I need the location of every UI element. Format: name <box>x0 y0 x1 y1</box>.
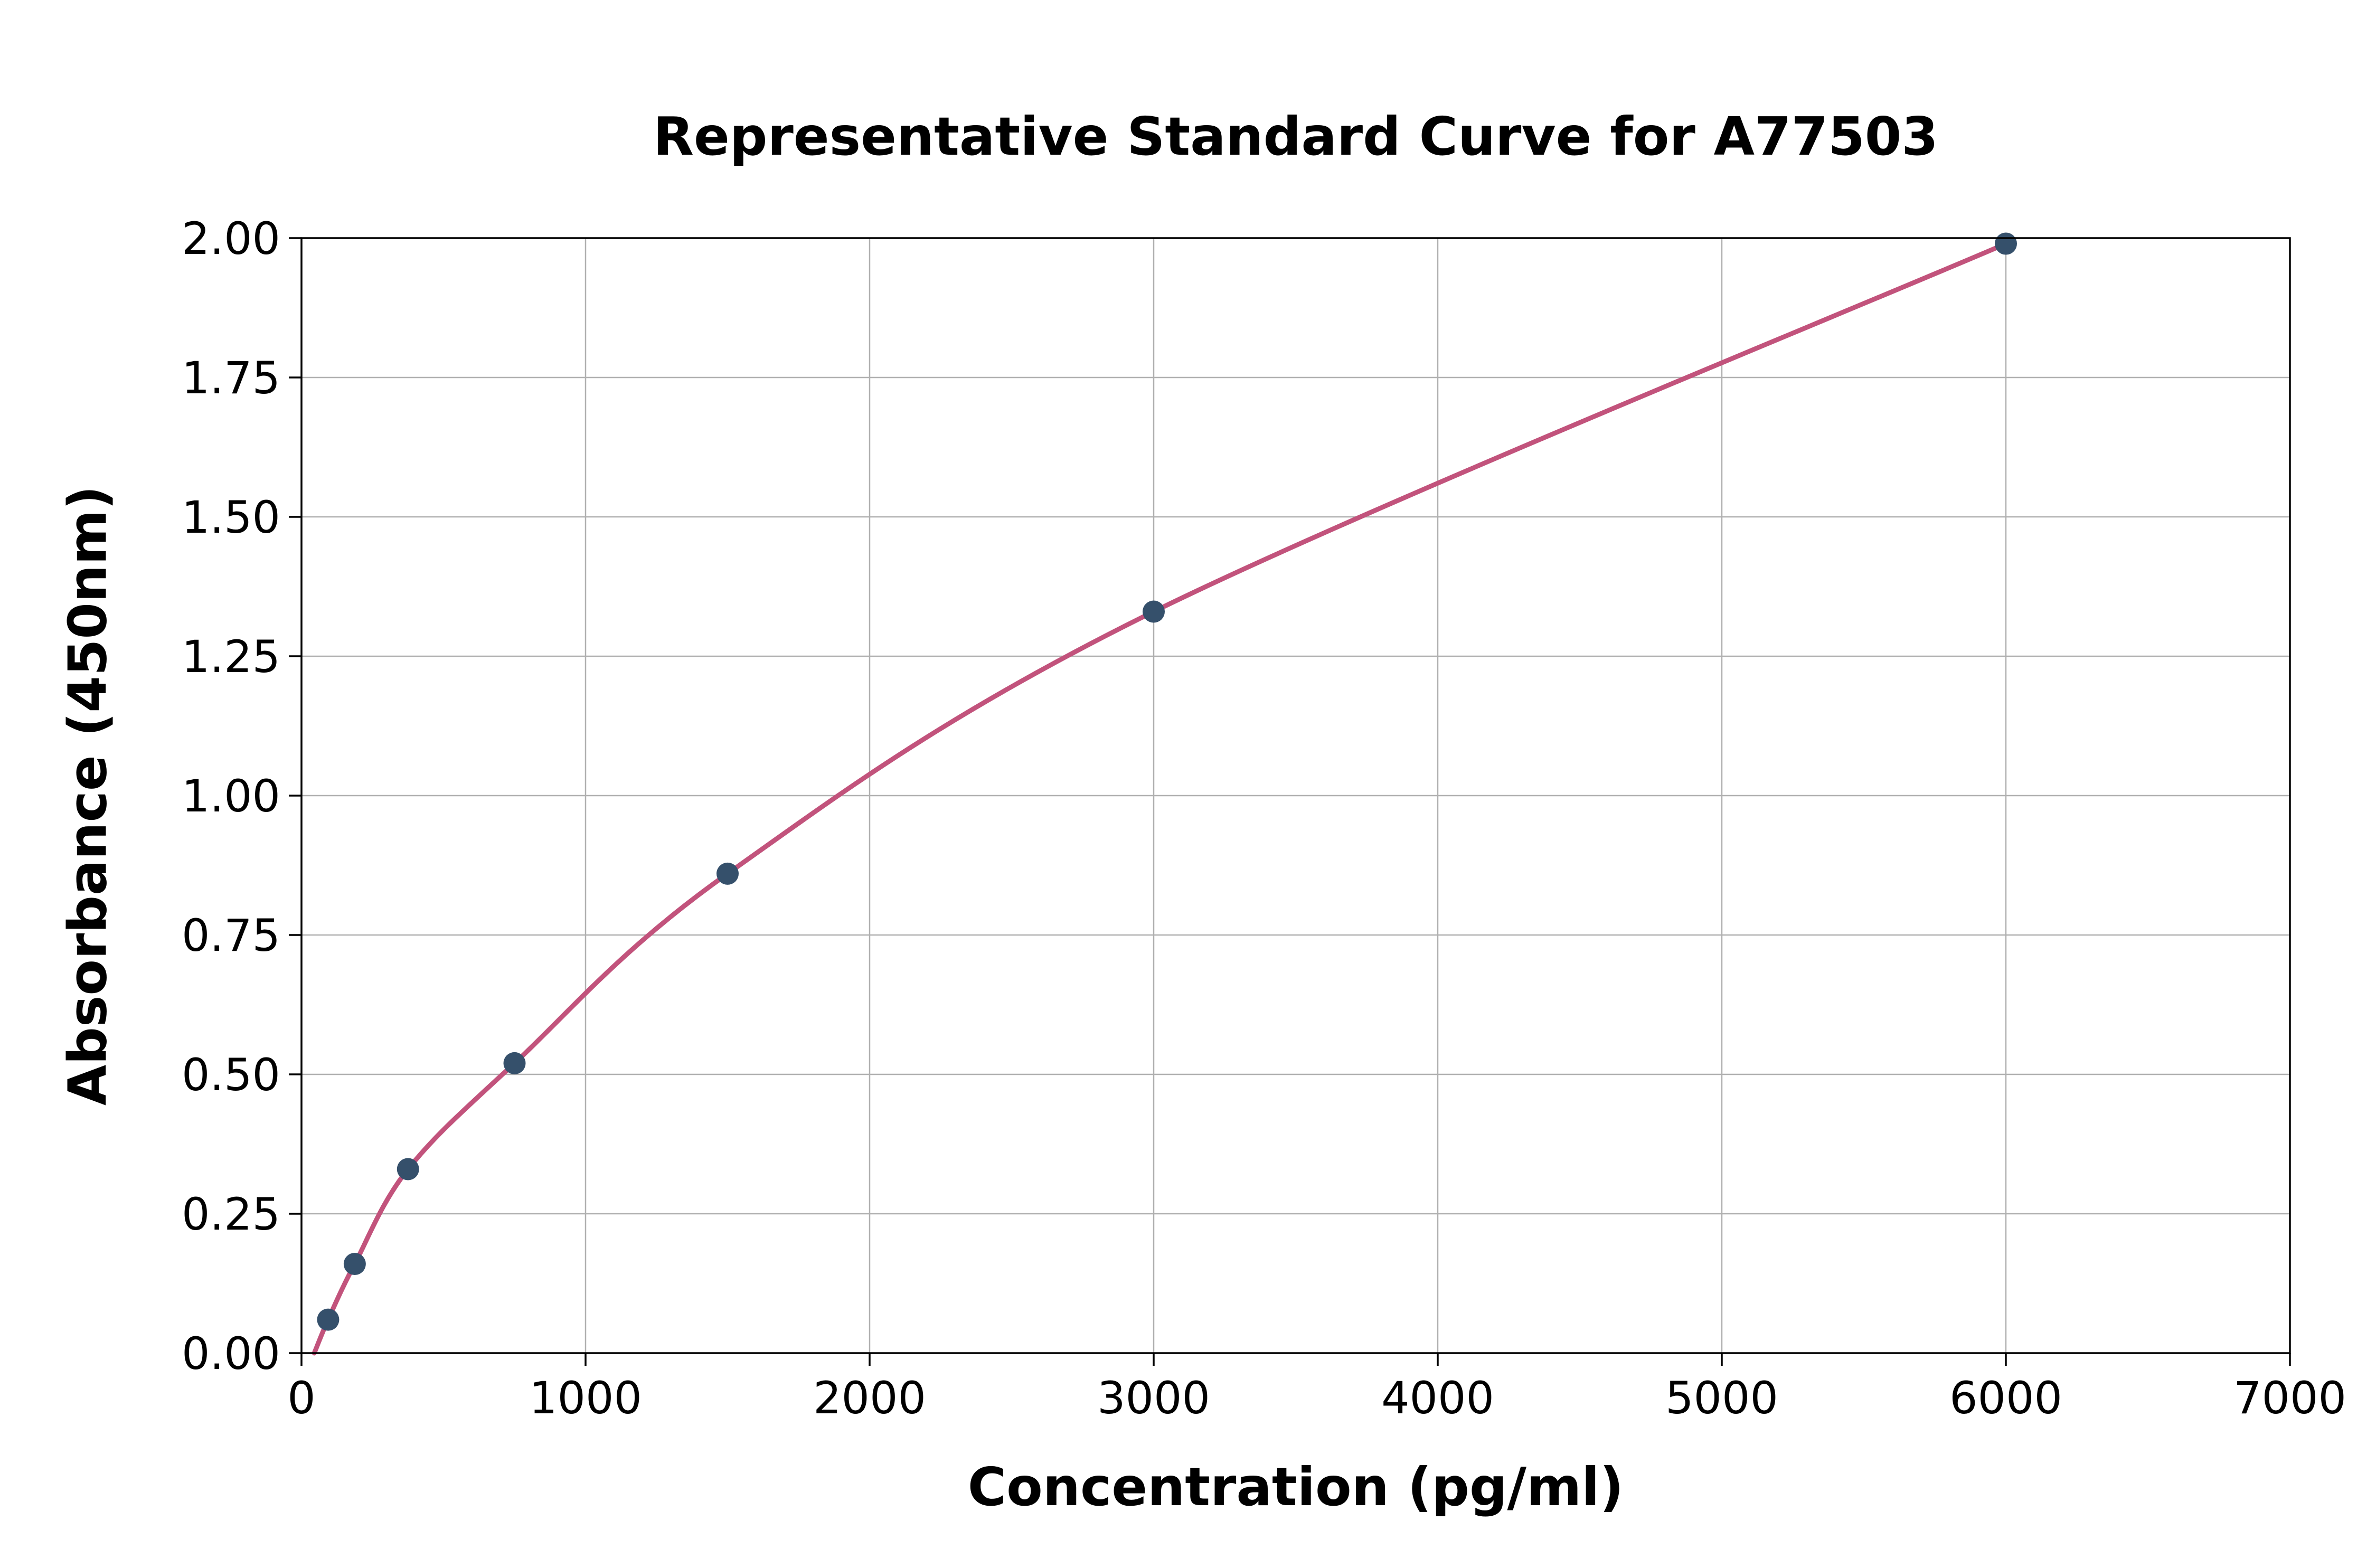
y-tick-label: 0.75 <box>182 910 280 961</box>
y-tick-label: 0.00 <box>182 1328 280 1380</box>
data-point <box>716 862 739 885</box>
x-tick-label: 5000 <box>1665 1372 1778 1424</box>
y-tick-label: 1.75 <box>182 352 280 404</box>
y-tick-label: 2.00 <box>182 213 280 265</box>
x-tick-label: 2000 <box>813 1372 926 1424</box>
x-axis-label: Concentration (pg/ml) <box>967 1456 1624 1518</box>
y-tick-label: 1.00 <box>182 770 280 822</box>
y-tick-label: 0.25 <box>182 1188 280 1240</box>
data-point <box>343 1253 366 1276</box>
x-tick-label: 4000 <box>1381 1372 1494 1424</box>
x-tick-label: 1000 <box>529 1372 642 1424</box>
x-tick-label: 6000 <box>1949 1372 2062 1424</box>
data-point <box>1143 600 1165 623</box>
chart-title: Representative Standard Curve for A77503 <box>653 106 1938 167</box>
fit-curve-line <box>312 241 2009 1356</box>
y-tick-label: 0.50 <box>182 1049 280 1101</box>
x-tick-label: 0 <box>287 1372 315 1424</box>
y-tick-label: 1.25 <box>182 631 280 683</box>
data-point <box>317 1308 340 1331</box>
y-tick-label: 1.50 <box>182 492 280 543</box>
data-point <box>503 1052 526 1074</box>
x-tick-label: 3000 <box>1097 1372 1210 1424</box>
x-tick-label: 7000 <box>2233 1372 2346 1424</box>
data-point <box>1995 232 2017 255</box>
data-point <box>397 1158 419 1180</box>
